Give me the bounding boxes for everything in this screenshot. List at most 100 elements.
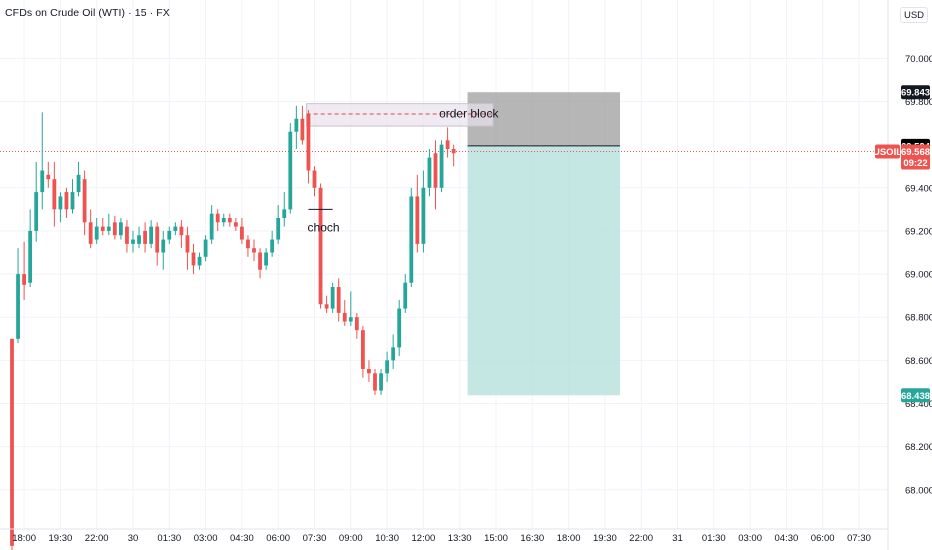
candle[interactable] bbox=[288, 123, 293, 214]
candle[interactable] bbox=[161, 230, 166, 270]
candle[interactable] bbox=[179, 220, 184, 249]
candle[interactable] bbox=[173, 222, 178, 236]
candle[interactable] bbox=[324, 295, 329, 313]
target-zone[interactable] bbox=[467, 145, 621, 396]
candle[interactable] bbox=[119, 217, 123, 240]
candle[interactable] bbox=[354, 312, 359, 339]
candle[interactable] bbox=[397, 299, 402, 357]
candle[interactable] bbox=[215, 209, 220, 231]
candle[interactable] bbox=[451, 144, 456, 167]
candle[interactable] bbox=[294, 105, 299, 149]
candle[interactable] bbox=[433, 140, 438, 210]
candle-body bbox=[137, 235, 141, 244]
time-axis[interactable]: 18:00 19:30 22:00 30 01:30 03:00 04:30 06:00 07:… bbox=[0, 528, 888, 544]
candle-body bbox=[367, 368, 371, 374]
price-axis[interactable]: 68.000 68.200 68.400 68.600 68.800 69.000 69.2… bbox=[887, 0, 932, 550]
candle[interactable] bbox=[197, 252, 202, 270]
candle[interactable] bbox=[64, 187, 69, 218]
order-block-label[interactable]: order block bbox=[439, 106, 499, 120]
candle[interactable] bbox=[379, 368, 383, 395]
price-tick-label: 68.200 bbox=[905, 442, 932, 453]
candle[interactable] bbox=[131, 230, 135, 253]
candle[interactable] bbox=[167, 226, 172, 244]
candle[interactable] bbox=[16, 248, 20, 344]
time-tick-label: 12:00 bbox=[412, 533, 436, 544]
candle[interactable] bbox=[100, 217, 105, 236]
candle[interactable] bbox=[415, 174, 420, 253]
candle[interactable] bbox=[88, 209, 93, 249]
time-tick-label: 30 bbox=[128, 533, 139, 544]
candle[interactable] bbox=[342, 299, 347, 326]
candle-body bbox=[258, 252, 262, 270]
candle[interactable] bbox=[46, 161, 51, 188]
candle[interactable] bbox=[246, 235, 250, 257]
candle[interactable] bbox=[300, 105, 305, 145]
candle[interactable] bbox=[439, 140, 444, 193]
time-tick-label: 19:30 bbox=[593, 533, 617, 544]
candle[interactable] bbox=[373, 368, 377, 395]
candle[interactable] bbox=[155, 222, 160, 266]
choch-label[interactable]: choch bbox=[308, 221, 340, 235]
candle[interactable] bbox=[40, 112, 45, 210]
candle[interactable] bbox=[306, 110, 311, 184]
candle[interactable] bbox=[22, 241, 26, 300]
candle[interactable] bbox=[240, 217, 244, 244]
candle[interactable] bbox=[270, 230, 275, 257]
candle[interactable] bbox=[209, 205, 214, 244]
candle-body bbox=[312, 170, 317, 188]
candle[interactable] bbox=[221, 213, 226, 227]
candle[interactable] bbox=[445, 127, 450, 158]
candle[interactable] bbox=[52, 161, 57, 227]
candle[interactable] bbox=[348, 291, 353, 326]
candle-body bbox=[288, 131, 293, 210]
candle[interactable] bbox=[94, 217, 99, 244]
candle-body bbox=[46, 174, 51, 180]
candle[interactable] bbox=[361, 325, 365, 378]
candle[interactable] bbox=[185, 226, 190, 270]
candle[interactable] bbox=[76, 161, 81, 197]
price-tick-label: 68.800 bbox=[905, 313, 932, 324]
candle[interactable] bbox=[233, 217, 238, 231]
candle[interactable] bbox=[191, 243, 196, 275]
candle[interactable] bbox=[125, 220, 129, 253]
candle[interactable] bbox=[427, 148, 432, 197]
candle[interactable] bbox=[367, 360, 371, 382]
candle[interactable] bbox=[227, 213, 232, 227]
candle[interactable] bbox=[10, 338, 14, 550]
candle[interactable] bbox=[336, 278, 341, 322]
currency-button[interactable]: USD bbox=[900, 7, 928, 23]
candle[interactable] bbox=[391, 334, 396, 369]
candle-body bbox=[22, 274, 26, 285]
candle[interactable] bbox=[312, 166, 317, 197]
candle-body bbox=[427, 157, 432, 188]
candle[interactable] bbox=[330, 282, 335, 313]
candle[interactable] bbox=[258, 248, 262, 279]
candle[interactable] bbox=[70, 179, 75, 214]
candle[interactable] bbox=[112, 215, 117, 240]
candle[interactable] bbox=[403, 274, 408, 313]
candle-body bbox=[173, 226, 178, 231]
candle[interactable] bbox=[264, 248, 268, 270]
candle[interactable] bbox=[106, 213, 111, 236]
candle[interactable] bbox=[137, 226, 141, 249]
candle[interactable] bbox=[143, 222, 147, 253]
candle[interactable] bbox=[409, 187, 414, 288]
time-tick-label: 10:30 bbox=[375, 533, 399, 544]
candle-body bbox=[252, 248, 256, 253]
price-tick-label: 68.400 bbox=[905, 399, 932, 410]
candle[interactable] bbox=[203, 235, 208, 262]
candle[interactable] bbox=[276, 205, 281, 244]
candle[interactable] bbox=[58, 192, 63, 223]
candle[interactable] bbox=[252, 239, 256, 262]
candle[interactable] bbox=[28, 209, 33, 288]
candle[interactable] bbox=[282, 192, 287, 227]
candle[interactable] bbox=[149, 220, 154, 249]
candle[interactable] bbox=[385, 351, 389, 382]
candle[interactable] bbox=[34, 161, 39, 242]
candle[interactable] bbox=[318, 183, 323, 309]
candle[interactable] bbox=[82, 170, 87, 236]
time-tick-label: 18:00 bbox=[557, 533, 581, 544]
candle[interactable] bbox=[421, 170, 426, 253]
